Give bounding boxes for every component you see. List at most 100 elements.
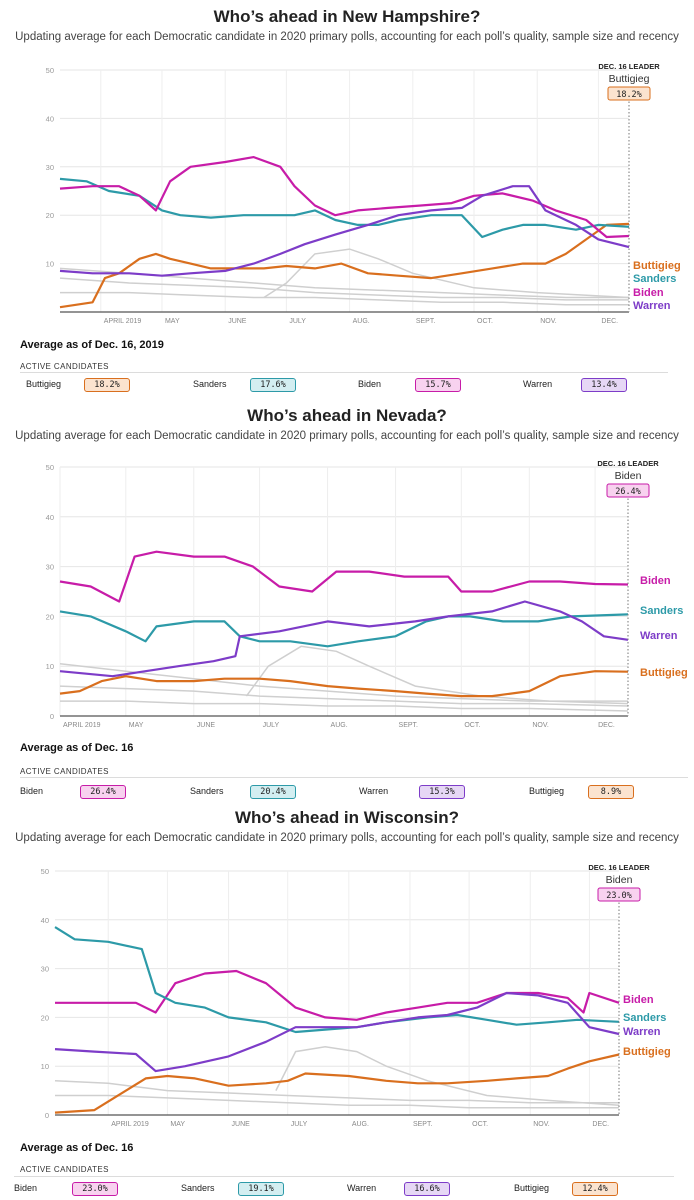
x-tick-label: OCT. xyxy=(477,318,493,325)
x-tick-label: JUNE xyxy=(228,318,247,325)
leader-name: Biden xyxy=(615,470,642,482)
leader-label: DEC. 16 LEADER xyxy=(588,863,650,872)
x-tick-label: APRIL 2019 xyxy=(63,722,101,729)
series-line-biden xyxy=(55,969,620,1021)
y-tick-label: 10 xyxy=(46,662,54,671)
x-tick-label: SEPT. xyxy=(416,318,436,325)
other-candidate-line xyxy=(60,700,629,712)
candidate-name: Sanders xyxy=(190,786,224,796)
x-tick-label: MAY xyxy=(170,1121,185,1128)
leader-value-badge xyxy=(597,887,641,902)
leader-name: Buttigieg xyxy=(609,73,650,85)
series-label-sanders: Sanders xyxy=(640,605,683,617)
y-tick-label: 40 xyxy=(46,114,54,123)
poll-average-chart: 0 10 20 30 40 50 APRIL 2019 MAY JUNE JULY AUG. SEPT… xyxy=(41,863,671,1128)
series-label-buttigieg: Buttigieg xyxy=(633,260,681,272)
x-tick-label: SEPT. xyxy=(399,722,419,729)
y-tick-label: 20 xyxy=(46,612,54,621)
candidate-value-badge: 17.6% xyxy=(250,378,296,392)
candidate-name: Warren xyxy=(359,786,389,796)
chart-title: Who’s ahead in Wisconsin? xyxy=(234,808,459,827)
chart-subtitle: Updating average for each Democratic can… xyxy=(15,430,679,442)
panel-nevada: Who’s ahead in Nevada? Updating average … xyxy=(0,400,694,800)
y-tick-label: 50 xyxy=(46,463,54,472)
x-tick-label: AUG. xyxy=(352,1121,369,1128)
leader-name: Biden xyxy=(606,874,633,886)
active-candidates-header: ACTIVE CANDIDATES xyxy=(20,1165,109,1174)
average-as-of: Average as of Dec. 16 xyxy=(20,742,134,754)
candidate-name: Sanders xyxy=(193,379,227,389)
chart-title: Who’s ahead in Nevada? xyxy=(247,406,447,425)
chart-title: Who’s ahead in New Hampshire? xyxy=(213,7,481,26)
x-tick-label: APRIL 2019 xyxy=(111,1121,149,1128)
series-line-buttigieg xyxy=(59,222,630,309)
series-label-sanders: Sanders xyxy=(633,273,676,285)
leader-label: DEC. 16 LEADER xyxy=(598,62,660,71)
x-tick-label: JUNE xyxy=(232,1121,251,1128)
x-tick-label: JULY xyxy=(291,1121,308,1128)
candidate-name: Biden xyxy=(20,786,44,796)
panel-wisconsin: Who’s ahead in Wisconsin? Updating avera… xyxy=(0,800,694,1200)
candidate-value-badge: 26.4% xyxy=(80,785,126,799)
divider xyxy=(20,372,668,373)
y-tick-label: 0 xyxy=(50,712,54,721)
other-candidate-line xyxy=(60,291,629,306)
leader-value-badge xyxy=(606,483,650,498)
y-tick-label: 10 xyxy=(46,260,54,269)
y-tick-label: 40 xyxy=(41,916,49,925)
divider xyxy=(14,1176,674,1177)
x-tick-label: MAY xyxy=(165,318,180,325)
other-candidate-line xyxy=(263,248,630,299)
candidate-name: Buttigieg xyxy=(529,786,565,796)
series-line-sanders xyxy=(54,926,620,1034)
candidate-value-badge: 15.3% xyxy=(419,785,465,799)
other-candidate-line xyxy=(59,662,628,702)
leader-label: DEC. 16 LEADER xyxy=(597,459,659,468)
candidate-value-badge: 18.2% xyxy=(84,378,130,392)
y-tick-label: 10 xyxy=(41,1062,49,1071)
x-tick-label: OCT. xyxy=(472,1121,488,1128)
x-tick-label: DEC. xyxy=(601,318,618,325)
y-tick-label: 50 xyxy=(46,66,54,75)
other-candidate-line xyxy=(245,645,629,705)
panel-new-hampshire: Who’s ahead in New Hampshire? Updating a… xyxy=(0,0,694,400)
series-label-biden: Biden xyxy=(623,994,654,1006)
candidate-name: Biden xyxy=(358,379,382,389)
y-tick-label: 20 xyxy=(41,1013,49,1022)
y-tick-label: 20 xyxy=(46,211,54,220)
candidate-value-badge: 20.4% xyxy=(250,785,296,799)
series-line-biden xyxy=(59,155,630,239)
candidate-name: Biden xyxy=(14,1183,38,1193)
x-tick-label: AUG. xyxy=(353,318,370,325)
candidate-name: Sanders xyxy=(181,1183,215,1193)
candidate-value-badge: 16.6% xyxy=(404,1182,450,1196)
average-as-of: Average as of Dec. 16 xyxy=(20,1142,134,1154)
series-line-biden xyxy=(59,550,629,603)
candidate-value-badge: 19.1% xyxy=(238,1182,284,1196)
candidate-value-badge: 13.4% xyxy=(581,378,627,392)
x-tick-label: DEC. xyxy=(598,722,615,729)
candidate-value-badge: 23.0% xyxy=(72,1182,118,1196)
x-tick-label: JUNE xyxy=(197,722,216,729)
poll-average-chart: 0 10 20 30 40 50 APRIL 2019 MAY JUNE JULY AUG. SEPT… xyxy=(46,459,688,729)
series-label-buttigieg: Buttigieg xyxy=(623,1046,671,1058)
leader-value: 23.0% xyxy=(606,891,632,901)
chart-subtitle: Updating average for each Democratic can… xyxy=(15,31,679,43)
y-tick-label: 30 xyxy=(46,563,54,572)
leader-value-badge xyxy=(607,86,651,101)
series-line-sanders xyxy=(59,610,629,648)
candidate-value-badge: 12.4% xyxy=(572,1182,618,1196)
divider xyxy=(20,777,688,778)
other-candidate-line xyxy=(275,1045,620,1106)
series-label-warren: Warren xyxy=(633,300,671,312)
leader-value: 18.2% xyxy=(616,90,642,100)
y-tick-label: 30 xyxy=(41,965,49,974)
poll-average-chart: 10 20 30 40 50 APRIL 2019 MAY JUNE JULY AUG. SEPT.… xyxy=(46,62,681,325)
other-candidate-line xyxy=(54,1080,619,1104)
x-tick-label: SEPT. xyxy=(413,1121,433,1128)
y-tick-label: 40 xyxy=(46,513,54,522)
x-tick-label: APRIL 2019 xyxy=(104,318,142,325)
other-candidate-line xyxy=(59,685,629,707)
x-tick-label: DEC. xyxy=(592,1121,609,1128)
average-as-of: Average as of Dec. 16, 2019 xyxy=(20,339,164,351)
